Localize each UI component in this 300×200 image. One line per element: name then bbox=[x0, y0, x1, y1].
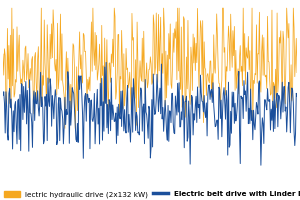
Legend: lectric hydraulic drive (2x132 kW), Electric belt drive with Linder DEX  (2x132 : lectric hydraulic drive (2x132 kW), Elec… bbox=[4, 191, 300, 198]
